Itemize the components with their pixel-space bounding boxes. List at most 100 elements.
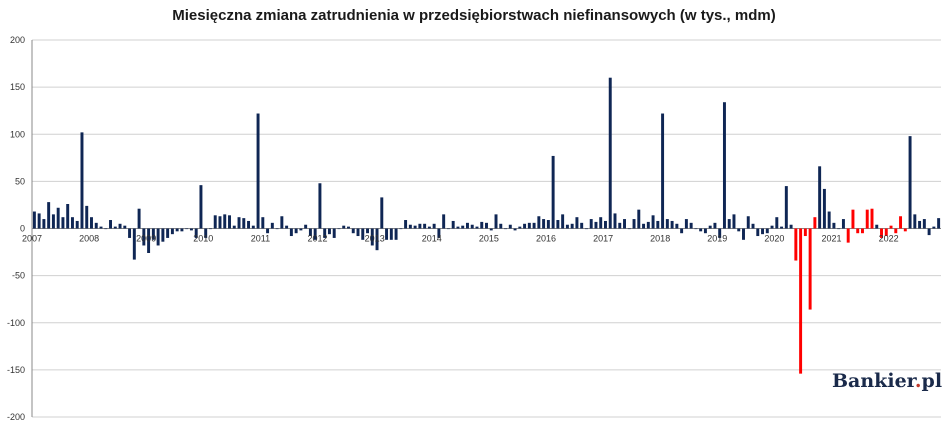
bar [261,217,265,229]
bar [142,228,146,246]
bar [380,197,384,229]
bar [894,228,898,234]
bar [37,213,41,229]
bar [884,228,888,237]
bar [675,223,679,229]
bar [294,228,298,234]
x-tick-label: 2018 [650,234,670,244]
bar [366,228,369,234]
bar [580,222,584,229]
bar [304,224,308,229]
bar [841,219,845,229]
bar [461,225,465,229]
bar [61,217,65,229]
x-tick-label: 2017 [593,234,613,244]
bar [827,211,831,229]
bar [289,228,293,237]
bar [684,219,688,229]
bar [161,228,165,242]
bar [242,218,246,229]
bar [899,216,903,229]
bar [223,214,227,229]
bar [756,228,760,237]
bar [565,224,569,229]
bar [270,222,274,229]
bar [451,220,455,229]
bar [542,219,546,229]
x-tick-label: 2007 [22,234,42,244]
bar [608,77,612,229]
bar [299,228,303,231]
bar [170,228,174,235]
y-tick-label: 0 [20,224,25,234]
bar [375,228,379,251]
bar [456,226,460,229]
bar [918,220,922,229]
x-tick-label: 2012 [307,234,327,244]
bar [256,113,260,229]
bar [185,228,189,230]
y-tick-label: -50 [12,271,25,281]
x-tick-label: 2011 [251,234,270,244]
bar [237,217,241,229]
bar [47,202,51,229]
bar [789,224,793,229]
bar [175,228,179,232]
bar [446,228,450,230]
bar [266,228,270,234]
bar [851,209,855,229]
bar [123,225,127,229]
bar [532,222,536,229]
bar [132,228,136,260]
bar [889,225,893,229]
x-tick-label: 2016 [536,234,556,244]
x-tick-label: 2010 [193,234,213,244]
bar [327,228,331,235]
bar [475,226,479,229]
bar [42,219,46,229]
bar [109,220,112,229]
bar [623,219,626,229]
bar [332,228,336,238]
bar [627,228,631,230]
bar [180,228,184,232]
bar [727,219,731,229]
bar [746,216,750,229]
bar [880,228,883,238]
bar [470,224,474,229]
bar [408,224,412,229]
bar [147,228,151,253]
bar [285,225,289,229]
bar [342,225,346,229]
bar [875,224,879,229]
bar [337,228,341,230]
bars [32,77,941,374]
x-tick-label: 2020 [764,234,784,244]
bar [275,228,279,230]
bar [932,226,936,229]
bar [189,228,193,231]
bar [865,209,869,229]
x-tick-label: 2014 [422,234,442,244]
bar [761,228,765,235]
bar [80,132,84,229]
bar [389,228,393,240]
bar [56,207,60,229]
x-tick-label: 2022 [879,234,899,244]
bar [546,220,550,229]
bar [808,228,812,310]
bar [732,214,736,229]
bar [837,228,841,230]
bar [385,228,389,240]
bar [708,225,712,229]
bar [85,205,89,229]
bar [70,217,74,229]
bar [508,224,512,229]
bar [90,217,93,229]
bar [404,220,408,229]
bar [32,211,36,229]
bar [199,185,203,229]
bar [99,226,103,229]
bar [556,220,560,229]
